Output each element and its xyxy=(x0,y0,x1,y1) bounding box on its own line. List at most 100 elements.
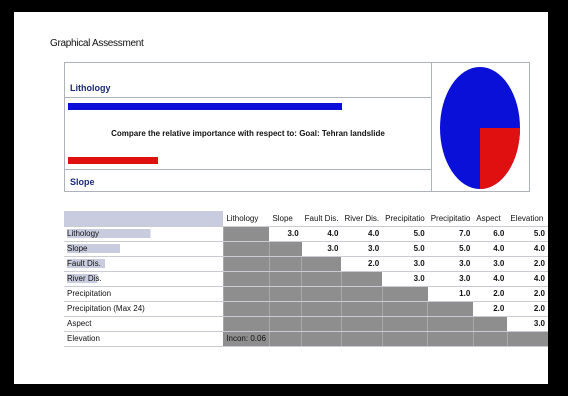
comparison-cell[interactable]: 3.0 xyxy=(507,316,548,332)
diagonal-filled-cell xyxy=(268,301,302,317)
row-label-text: Fault Dis. xyxy=(67,259,219,268)
comparison-cell[interactable]: 2.0 xyxy=(341,256,383,272)
comparison-cell[interactable]: 3.0 xyxy=(382,271,428,287)
comparison-cell[interactable]: 5.0 xyxy=(382,226,428,242)
matrix-corner xyxy=(64,211,224,227)
row-label-text: River Dis. xyxy=(67,274,219,283)
column-header: Precipitatio xyxy=(427,211,474,227)
diagonal-filled-cell xyxy=(340,286,383,302)
column-header: Fault Dis. xyxy=(301,211,342,227)
row-label-text: Precipitation xyxy=(67,289,112,298)
comparison-cell[interactable]: 5.0 xyxy=(507,226,548,242)
panel-title: Graphical Assessment xyxy=(50,38,144,49)
row-label: Precipitation xyxy=(64,286,224,302)
diagonal-filled-cell xyxy=(506,331,548,347)
right-criterion-bar[interactable] xyxy=(68,157,158,164)
comparison-cell[interactable]: 3.0 xyxy=(427,256,474,272)
row-label: Aspect xyxy=(64,316,224,332)
diagonal-filled-cell xyxy=(301,271,342,287)
diagonal-filled-cell xyxy=(301,256,342,272)
matrix-row: Slope 3.0 3.0 5.0 5.0 4.0 4.0 xyxy=(64,241,548,257)
diagonal-filled-cell xyxy=(301,286,342,302)
divider xyxy=(65,97,431,98)
diagonal-filled-cell xyxy=(222,226,270,242)
comparison-cell[interactable]: 4.0 xyxy=(301,226,342,242)
diagonal-filled-cell xyxy=(381,301,428,317)
comparison-cell[interactable]: 4.0 xyxy=(507,271,548,287)
column-header: Lithology xyxy=(223,211,270,227)
diagonal-filled-cell xyxy=(340,301,383,317)
comparison-cell[interactable]: 2.0 xyxy=(507,301,548,317)
comparison-question: Compare the relative importance with res… xyxy=(111,129,385,138)
comparison-cell[interactable]: 3.0 xyxy=(341,241,383,257)
diagonal-filled-cell xyxy=(427,316,474,332)
column-header: River Dis. xyxy=(341,211,383,227)
row-label: Fault Dis. xyxy=(64,256,224,272)
row-label-text: Precipitation (Max 24) xyxy=(67,304,145,313)
matrix-row: Aspect 3.0 xyxy=(64,316,548,332)
matrix-row: Fault Dis. 2.0 3.0 3.0 3.0 2.0 xyxy=(64,256,548,272)
comparison-cell[interactable]: 7.0 xyxy=(427,226,474,242)
comparison-cell[interactable]: 5.0 xyxy=(382,241,428,257)
comparison-cell[interactable]: 3.0 xyxy=(382,256,428,272)
comparison-cell[interactable]: 6.0 xyxy=(473,226,508,242)
diagonal-filled-cell xyxy=(472,331,508,347)
diagonal-filled-cell xyxy=(381,286,428,302)
diagonal-filled-cell xyxy=(268,271,302,287)
comparison-cell[interactable]: 2.0 xyxy=(473,286,508,302)
diagonal-filled-cell xyxy=(381,331,428,347)
diagonal-filled-cell xyxy=(222,256,270,272)
diagonal-filled-cell xyxy=(427,331,474,347)
matrix-row: River Dis. 3.0 3.0 4.0 4.0 xyxy=(64,271,548,287)
column-header: Precipitatio xyxy=(382,211,428,227)
right-criterion-label: Slope xyxy=(70,177,95,187)
diagonal-filled-cell xyxy=(340,271,383,287)
diagonal-filled-cell xyxy=(301,301,342,317)
diagonal-filled-cell xyxy=(268,256,302,272)
pie-slice-slope xyxy=(480,128,520,189)
diagonal-filled-cell xyxy=(268,286,302,302)
comparison-cell[interactable]: 3.0 xyxy=(473,256,508,272)
comparison-cell[interactable]: 2.0 xyxy=(507,256,548,272)
diagonal-filled-cell xyxy=(268,241,302,257)
column-header: Aspect xyxy=(473,211,508,227)
column-header: Slope xyxy=(269,211,302,227)
inconsistency-ratio: Incon: 0.06 xyxy=(223,331,270,347)
comparison-cell[interactable]: 3.0 xyxy=(269,226,302,242)
comparison-cell[interactable]: 5.0 xyxy=(427,241,474,257)
matrix-header-row: Lithology Slope Fault Dis. River Dis. Pr… xyxy=(64,211,548,227)
diagonal-filled-cell xyxy=(340,331,383,347)
matrix-row: Precipitation (Max 24) 2.0 2.0 xyxy=(64,301,548,317)
comparison-cell[interactable]: 2.0 xyxy=(507,286,548,302)
comparison-cell[interactable]: 4.0 xyxy=(507,241,548,257)
diagonal-filled-cell xyxy=(222,286,270,302)
matrix-row: Precipitation 1.0 2.0 2.0 xyxy=(64,286,548,302)
comparison-cell[interactable]: 4.0 xyxy=(473,271,508,287)
comparison-cell[interactable]: 3.0 xyxy=(301,241,342,257)
column-header: Elevation xyxy=(507,211,548,227)
diagonal-filled-cell xyxy=(340,316,383,332)
left-criterion-bar[interactable] xyxy=(68,103,342,110)
row-label-text: Slope xyxy=(67,244,219,253)
diagonal-filled-cell xyxy=(222,301,270,317)
row-label: Lithology xyxy=(64,226,224,242)
row-label: Precipitation (Max 24) xyxy=(64,301,224,317)
diagonal-filled-cell xyxy=(472,316,508,332)
pie-chart[interactable] xyxy=(438,65,522,191)
diagonal-filled-cell xyxy=(381,316,428,332)
graphical-assessment-panel: Graphical Assessment Lithology Compare t… xyxy=(14,12,548,384)
pairwise-matrix: Lithology Slope Fault Dis. River Dis. Pr… xyxy=(64,211,548,347)
comparison-cell[interactable]: 1.0 xyxy=(427,286,474,302)
row-label-text: Lithology xyxy=(67,229,219,238)
divider xyxy=(65,169,431,170)
comparison-cell[interactable]: 4.0 xyxy=(341,226,383,242)
diagonal-filled-cell xyxy=(222,241,270,257)
comparison-cell[interactable]: 2.0 xyxy=(473,301,508,317)
matrix-row: Lithology 3.0 4.0 4.0 5.0 7.0 6.0 5.0 xyxy=(64,226,548,242)
comparison-cell[interactable]: 3.0 xyxy=(427,271,474,287)
diagonal-filled-cell xyxy=(222,316,270,332)
comparison-cell[interactable]: 4.0 xyxy=(473,241,508,257)
row-label-text: Elevation xyxy=(67,334,100,343)
diagonal-filled-cell xyxy=(222,271,270,287)
row-label: Elevation xyxy=(64,331,224,347)
